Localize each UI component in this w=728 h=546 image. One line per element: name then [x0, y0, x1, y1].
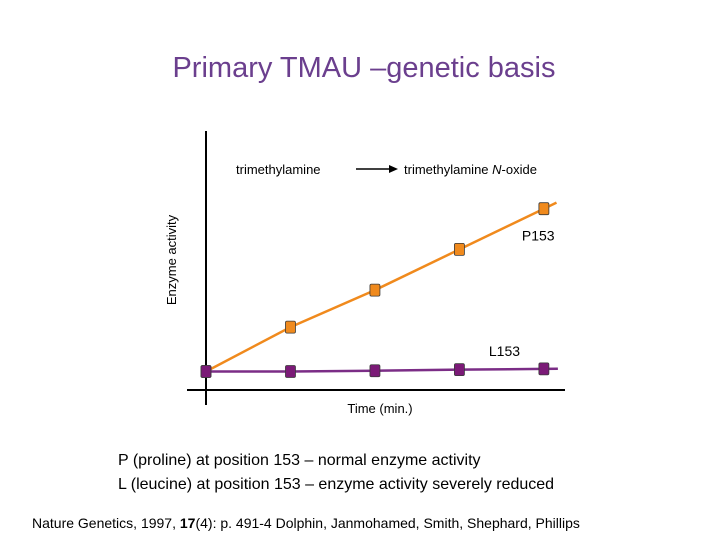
data-point-l153-2: [369, 364, 381, 378]
citation: Nature Genetics, 1997, 17(4): p. 491-4 D…: [32, 515, 580, 531]
series-layer: P153 L153: [200, 201, 558, 378]
data-point-p153-1: [285, 320, 296, 334]
citation-rest: (4): p. 491-4 Dolphin, Janmohamed, Smith…: [195, 515, 580, 531]
data-point-p153-3: [454, 242, 465, 256]
x-axis-label: Time (min.): [347, 401, 412, 416]
slide-title: Primary TMAU –genetic basis: [172, 52, 556, 84]
series-line-l153: [206, 367, 558, 373]
data-point-l153-1: [285, 365, 296, 378]
data-point-l153-4: [538, 362, 550, 376]
y-axis-label: Enzyme activity: [164, 214, 179, 305]
citation-prefix: Nature Genetics, 1997,: [32, 515, 180, 531]
caption-line-leucine: L (leucine) at position 153 – enzyme act…: [118, 476, 555, 493]
data-point-l153-3: [454, 363, 465, 377]
series-label-p153: P153: [522, 228, 555, 244]
caption-line-proline: P (proline) at position 153 – normal enz…: [118, 452, 481, 469]
data-point-p153-2: [369, 283, 381, 297]
data-point-p153-4: [538, 202, 550, 216]
series-label-l153: L153: [489, 343, 520, 359]
data-point-l153-0: [200, 365, 212, 378]
reaction-arrow-head: [389, 165, 398, 173]
reaction-product: trimethylamine N-oxide: [404, 162, 537, 177]
reaction-substrate: trimethylamine: [236, 162, 321, 177]
citation-volume: 17: [179, 515, 196, 531]
